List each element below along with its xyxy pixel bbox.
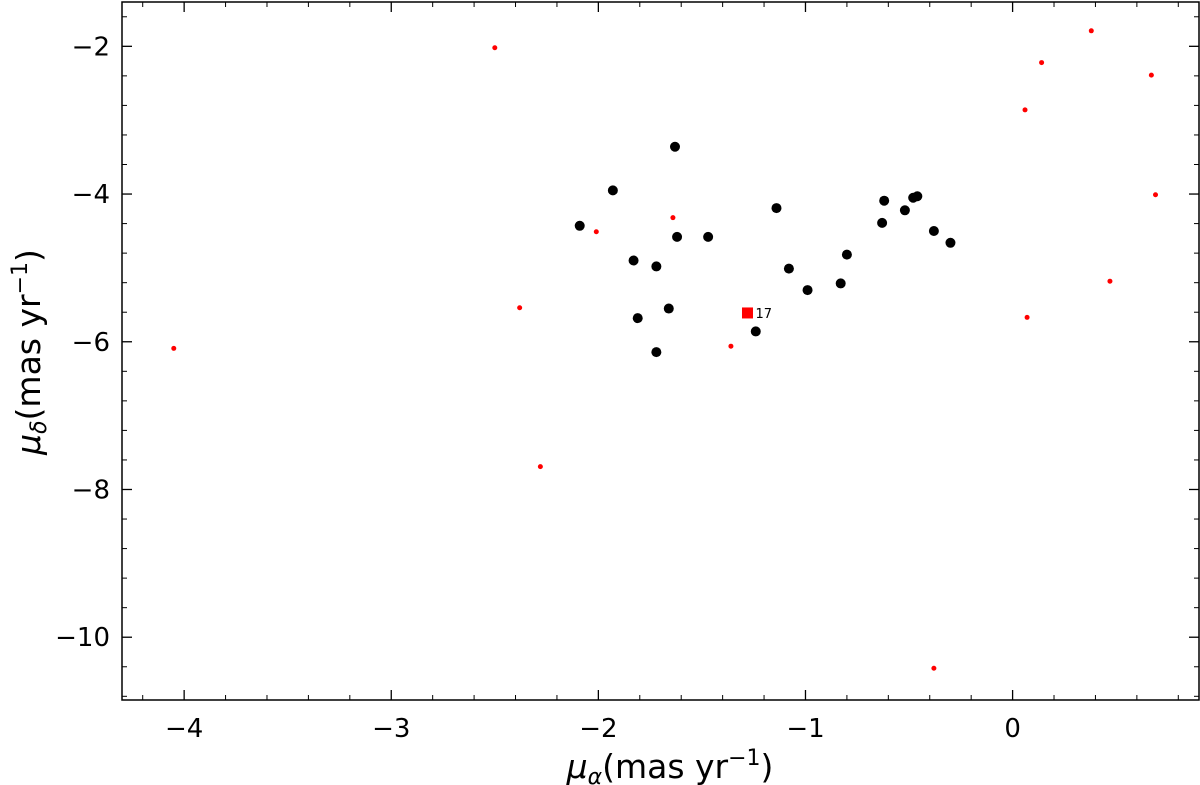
data-point <box>928 225 939 236</box>
data-point-small <box>670 215 676 221</box>
y-tick-label: −10 <box>55 623 110 653</box>
data-point-small <box>728 343 734 349</box>
data-point <box>703 231 714 242</box>
data-point <box>628 255 639 266</box>
data-point <box>651 261 662 272</box>
data-point-small <box>931 665 937 671</box>
data-point <box>771 203 782 214</box>
data-point-small <box>1107 278 1113 284</box>
data-point <box>945 237 956 248</box>
data-point <box>841 249 852 260</box>
plot-frame <box>121 1 1200 701</box>
data-point <box>802 285 813 296</box>
y-tick-label: −4 <box>72 180 110 210</box>
x-tick-label: −4 <box>165 714 203 744</box>
data-point-small <box>537 464 543 470</box>
y-axis-label: μδ(mas yr−1) <box>8 249 52 456</box>
x-tick-label: −3 <box>372 714 410 744</box>
data-point <box>607 185 618 196</box>
x-tick-label: 0 <box>1004 714 1021 744</box>
data-point-small <box>1153 192 1159 198</box>
data-point-small <box>492 45 498 51</box>
x-tick-label: −2 <box>579 714 617 744</box>
data-point-small <box>593 229 599 235</box>
data-point <box>574 220 585 231</box>
data-point-small <box>1088 28 1094 34</box>
data-point <box>783 263 794 274</box>
data-point <box>899 205 910 216</box>
data-point-small <box>517 305 523 311</box>
tick-labels: −4 −3 −2 −1 0−10−8−6−4−2 <box>55 32 1021 744</box>
data-point <box>750 326 761 337</box>
data-point <box>879 195 890 206</box>
y-tick-label: −8 <box>72 475 110 505</box>
data-point <box>835 278 846 289</box>
data-point-small <box>1024 314 1030 320</box>
data-point <box>912 191 923 202</box>
data-point <box>669 141 680 152</box>
data-point-small <box>1022 107 1028 113</box>
data-point-small <box>1039 60 1045 66</box>
y-tick-label: −2 <box>72 32 110 62</box>
x-axis-label: μα(mas yr−1) <box>566 746 774 785</box>
annotations: 17 <box>755 307 772 322</box>
y-tick-label: −6 <box>72 328 110 358</box>
data-points <box>171 28 1159 671</box>
data-point-small <box>171 345 177 351</box>
data-point <box>663 303 674 314</box>
data-point-small <box>1148 72 1154 78</box>
point-annotation: 17 <box>755 307 772 322</box>
data-point-square <box>741 307 753 319</box>
axis-ticks <box>122 2 1199 700</box>
data-point <box>877 217 888 228</box>
x-tick-label: −1 <box>786 714 824 744</box>
data-point <box>672 231 683 242</box>
data-point <box>651 347 662 358</box>
data-point <box>632 313 643 324</box>
